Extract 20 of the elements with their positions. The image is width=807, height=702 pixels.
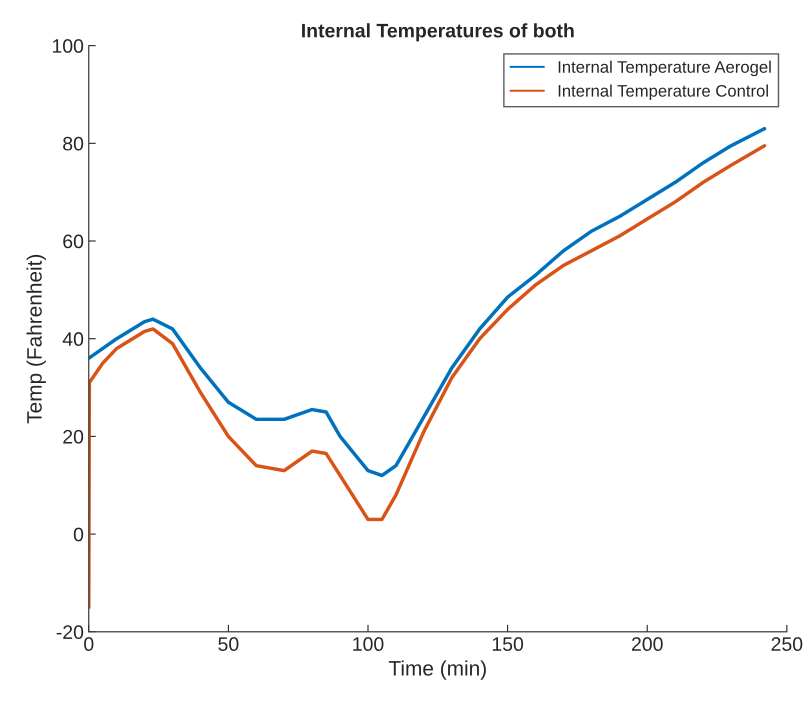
x-tick-label: 250	[772, 637, 802, 651]
y-tick-label: 0	[74, 528, 84, 542]
y-tick-label: 40	[62, 332, 84, 346]
x-axis-title: Time (min)	[388, 660, 486, 680]
legend-label: Internal Temperature Aerogel	[558, 60, 771, 76]
x-tick-label: 0	[84, 637, 94, 651]
y-axis-title: Temp (Fahrenheit)	[26, 254, 46, 424]
y-tick-label: 60	[63, 234, 84, 248]
x-tick-label: 50	[218, 637, 238, 651]
x-tick-label: 200	[632, 637, 663, 651]
x-tick-label: 150	[492, 637, 524, 651]
chart-title: Internal Temperatures of both	[302, 23, 574, 42]
line-series	[88, 126, 766, 478]
y-tick-label: -20	[56, 625, 84, 640]
legend-label: Internal Temperature Control	[558, 84, 768, 100]
y-tick-label: 100	[52, 39, 84, 53]
y-tick-label: 80	[63, 136, 84, 151]
x-tick-label: 100	[353, 637, 384, 651]
line-series	[88, 144, 766, 610]
y-tick-label: 20	[63, 430, 84, 444]
